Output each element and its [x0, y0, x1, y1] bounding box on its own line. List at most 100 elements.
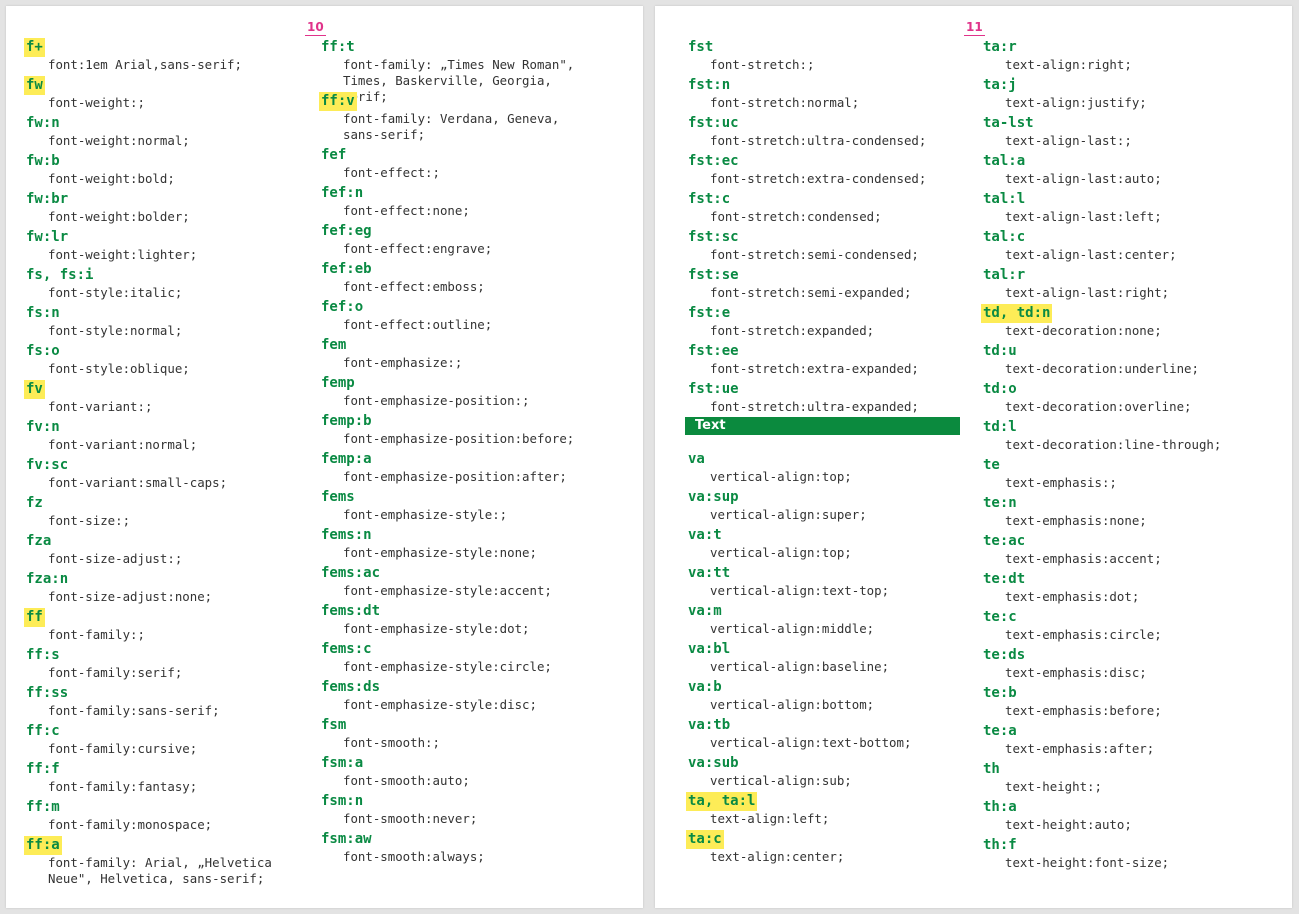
css-expansion: text-align-last:left;: [1005, 209, 1162, 224]
abbreviation: fems: [321, 489, 355, 505]
abbreviation: td:o: [983, 381, 1017, 397]
css-expansion: text-height:;: [1005, 779, 1102, 794]
list-item: td, td:n text-decoration:none;: [981, 303, 1263, 341]
abbreviation: fst:ec: [688, 153, 739, 169]
css-expansion: font-stretch:;: [710, 57, 815, 72]
css-expansion: font-stretch:ultra-expanded;: [710, 399, 919, 414]
abbreviation: fst:ue: [688, 381, 739, 397]
page-number: 10: [305, 20, 326, 36]
css-expansion: font-emphasize-style:dot;: [343, 621, 530, 636]
abbreviation: ff: [24, 608, 45, 627]
list-item: fst font-stretch:;: [688, 37, 968, 75]
abbreviation: fst: [688, 39, 714, 55]
abbreviation: fst:se: [688, 267, 739, 283]
css-expansion: font-family:;: [48, 627, 145, 642]
css-expansion: font-style:oblique;: [48, 361, 190, 376]
css-expansion: font-variant:;: [48, 399, 153, 414]
css-expansion: font-smooth:auto;: [343, 773, 470, 788]
list-item: fef:o font-effect:outline;: [321, 297, 601, 335]
css-expansion: text-decoration:overline;: [1005, 399, 1192, 414]
abbreviation: fz: [26, 495, 43, 511]
list-item: f+ font:1em Arial,sans-serif;: [24, 37, 306, 75]
abbreviation: va:tb: [688, 717, 731, 733]
css-expansion: font-family:monospace;: [48, 817, 213, 832]
abbreviation: va:m: [688, 603, 722, 619]
list-item: fv:n font-variant:normal;: [26, 417, 306, 455]
css-expansion: font-weight:lighter;: [48, 247, 198, 262]
css-expansion: vertical-align:middle;: [710, 621, 875, 636]
css-expansion: font-family:sans-serif;: [48, 703, 220, 718]
list-item: ta, ta:l text-align:left;: [686, 791, 968, 829]
list-item: fsm:a font-smooth:auto;: [321, 753, 601, 791]
abbreviation: te:dt: [983, 571, 1026, 587]
list-item: ff:a font-family: Arial, „Helvetica Neue"…: [24, 835, 306, 889]
list-item: ff:ss font-family:sans-serif;: [26, 683, 306, 721]
css-expansion: text-emphasis:accent;: [1005, 551, 1162, 566]
list-item: fems:ds font-emphasize-style:disc;: [321, 677, 601, 715]
abbreviation: ff:s: [26, 647, 60, 663]
list-item: fst:ec font-stretch:extra-condensed;: [688, 151, 968, 189]
list-item: fw:b font-weight:bold;: [26, 151, 306, 189]
css-expansion: text-align:justify;: [1005, 95, 1147, 110]
css-expansion: font-emphasize-style:accent;: [343, 583, 552, 598]
css-expansion: font-size-adjust:;: [48, 551, 183, 566]
css-expansion: font-emphasize-style:none;: [343, 545, 537, 560]
list-item: ff:m font-family:monospace;: [26, 797, 306, 835]
css-expansion: font-emphasize:;: [343, 355, 463, 370]
abbreviation: ff:c: [26, 723, 60, 739]
list-item: fef font-effect:;: [321, 145, 601, 183]
list-item: fem font-emphasize:;: [321, 335, 601, 373]
css-expansion: text-align:right;: [1005, 57, 1132, 72]
abbreviation: tal:c: [983, 229, 1026, 245]
css-expansion: font-stretch:condensed;: [710, 209, 882, 224]
abbreviation: fs:n: [26, 305, 60, 321]
list-item: fst:n font-stretch:normal;: [688, 75, 968, 113]
css-expansion: font-stretch:normal;: [710, 95, 860, 110]
list-item: fems:c font-emphasize-style:circle;: [321, 639, 601, 677]
css-expansion: text-align-last:auto;: [1005, 171, 1162, 186]
css-expansion: font-stretch:expanded;: [710, 323, 875, 338]
css-expansion: text-emphasis:none;: [1005, 513, 1147, 528]
list-item: ta:j text-align:justify;: [983, 75, 1263, 113]
abbreviation: femp: [321, 375, 355, 391]
list-item: fza font-size-adjust:;: [26, 531, 306, 569]
list-item: fems:ac font-emphasize-style:accent;: [321, 563, 601, 601]
css-expansion: text-align:left;: [710, 811, 830, 826]
abbreviation: fs, fs:i: [26, 267, 94, 283]
abbreviation: fst:sc: [688, 229, 739, 245]
css-expansion: vertical-align:baseline;: [710, 659, 890, 674]
css-expansion: vertical-align:text-top;: [710, 583, 890, 598]
list-item: fw:br font-weight:bolder;: [26, 189, 306, 227]
list-item: tal:a text-align-last:auto;: [983, 151, 1263, 189]
css-expansion: vertical-align:bottom;: [710, 697, 875, 712]
list-item: ff font-family:;: [24, 607, 306, 645]
abbreviation: fems:dt: [321, 603, 381, 619]
abbreviation: ff:ss: [26, 685, 69, 701]
list-item: fst:e font-stretch:expanded;: [688, 303, 968, 341]
css-expansion: font-effect:;: [343, 165, 440, 180]
abbreviation: va:tt: [688, 565, 731, 581]
list-item: fs:o font-style:oblique;: [26, 341, 306, 379]
abbreviation: fst:uc: [688, 115, 739, 131]
list-item: fs:n font-style:normal;: [26, 303, 306, 341]
list-item: femp:b font-emphasize-position:before;: [321, 411, 601, 449]
list-item: va:b vertical-align:bottom;: [688, 677, 968, 715]
list-item: fsm:n font-smooth:never;: [321, 791, 601, 829]
abbreviation: fem: [321, 337, 347, 353]
css-expansion: vertical-align:top;: [710, 545, 852, 560]
abbreviation: th: [983, 761, 1000, 777]
css-expansion: font-emphasize-position:before;: [343, 431, 575, 446]
css-expansion: font-smooth:always;: [343, 849, 485, 864]
abbreviation: tal:l: [983, 191, 1026, 207]
css-expansion: font-size-adjust:none;: [48, 589, 213, 604]
css-expansion: font-smooth:never;: [343, 811, 478, 826]
abbreviation: td:l: [983, 419, 1017, 435]
list-item: ta-lst text-align-last:;: [983, 113, 1263, 151]
list-item: fw:lr font-weight:lighter;: [26, 227, 306, 265]
abbreviation: ff:f: [26, 761, 60, 777]
abbreviation: tal:a: [983, 153, 1026, 169]
abbreviation: va:t: [688, 527, 722, 543]
list-item: va:tt vertical-align:text-top;: [688, 563, 968, 601]
css-expansion: text-emphasis:before;: [1005, 703, 1162, 718]
list-item: te:a text-emphasis:after;: [983, 721, 1263, 759]
